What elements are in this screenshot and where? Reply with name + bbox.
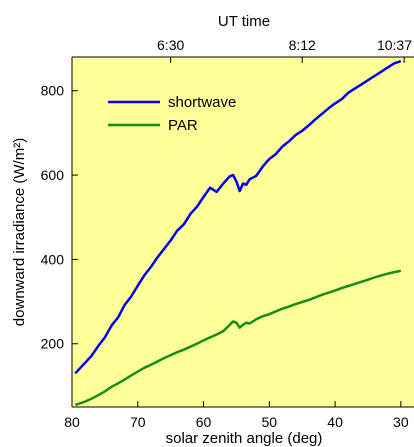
top-tick-label: 6:30	[157, 37, 184, 53]
series-layer	[74, 60, 402, 407]
legend: shortwave PAR	[108, 94, 236, 134]
top-tick-label: 10:37	[377, 37, 412, 53]
x-tick-label: 60	[196, 414, 212, 430]
x-tick-label: 70	[130, 414, 146, 430]
legend-label-par: PAR	[168, 117, 198, 134]
x-tick-label: 30	[393, 414, 409, 430]
y-tick-label: 600	[41, 167, 65, 183]
plot-area	[72, 57, 414, 407]
x-tick-label: 80	[64, 414, 80, 430]
x-tick-label: 50	[262, 414, 278, 430]
legend-label-shortwave: shortwave	[168, 94, 236, 111]
top-axis-title: UT time	[218, 13, 270, 30]
x-axis-title: solar zenith angle (deg)	[166, 430, 323, 447]
y-tick-label: 200	[41, 336, 65, 352]
axes-layer: 80 70 60 50 40 30 200 400 600 800 6:30 8:12 10:37	[41, 37, 414, 430]
y-tick-label: 400	[41, 251, 65, 267]
y-tick-label: 800	[41, 83, 65, 99]
y-axis-title: downward irradiance (W/m²)	[11, 138, 28, 326]
series-line-par	[74, 269, 402, 407]
series-line-shortwave	[74, 60, 402, 375]
x-tick-label: 40	[327, 414, 343, 430]
top-tick-label: 8:12	[289, 37, 316, 53]
